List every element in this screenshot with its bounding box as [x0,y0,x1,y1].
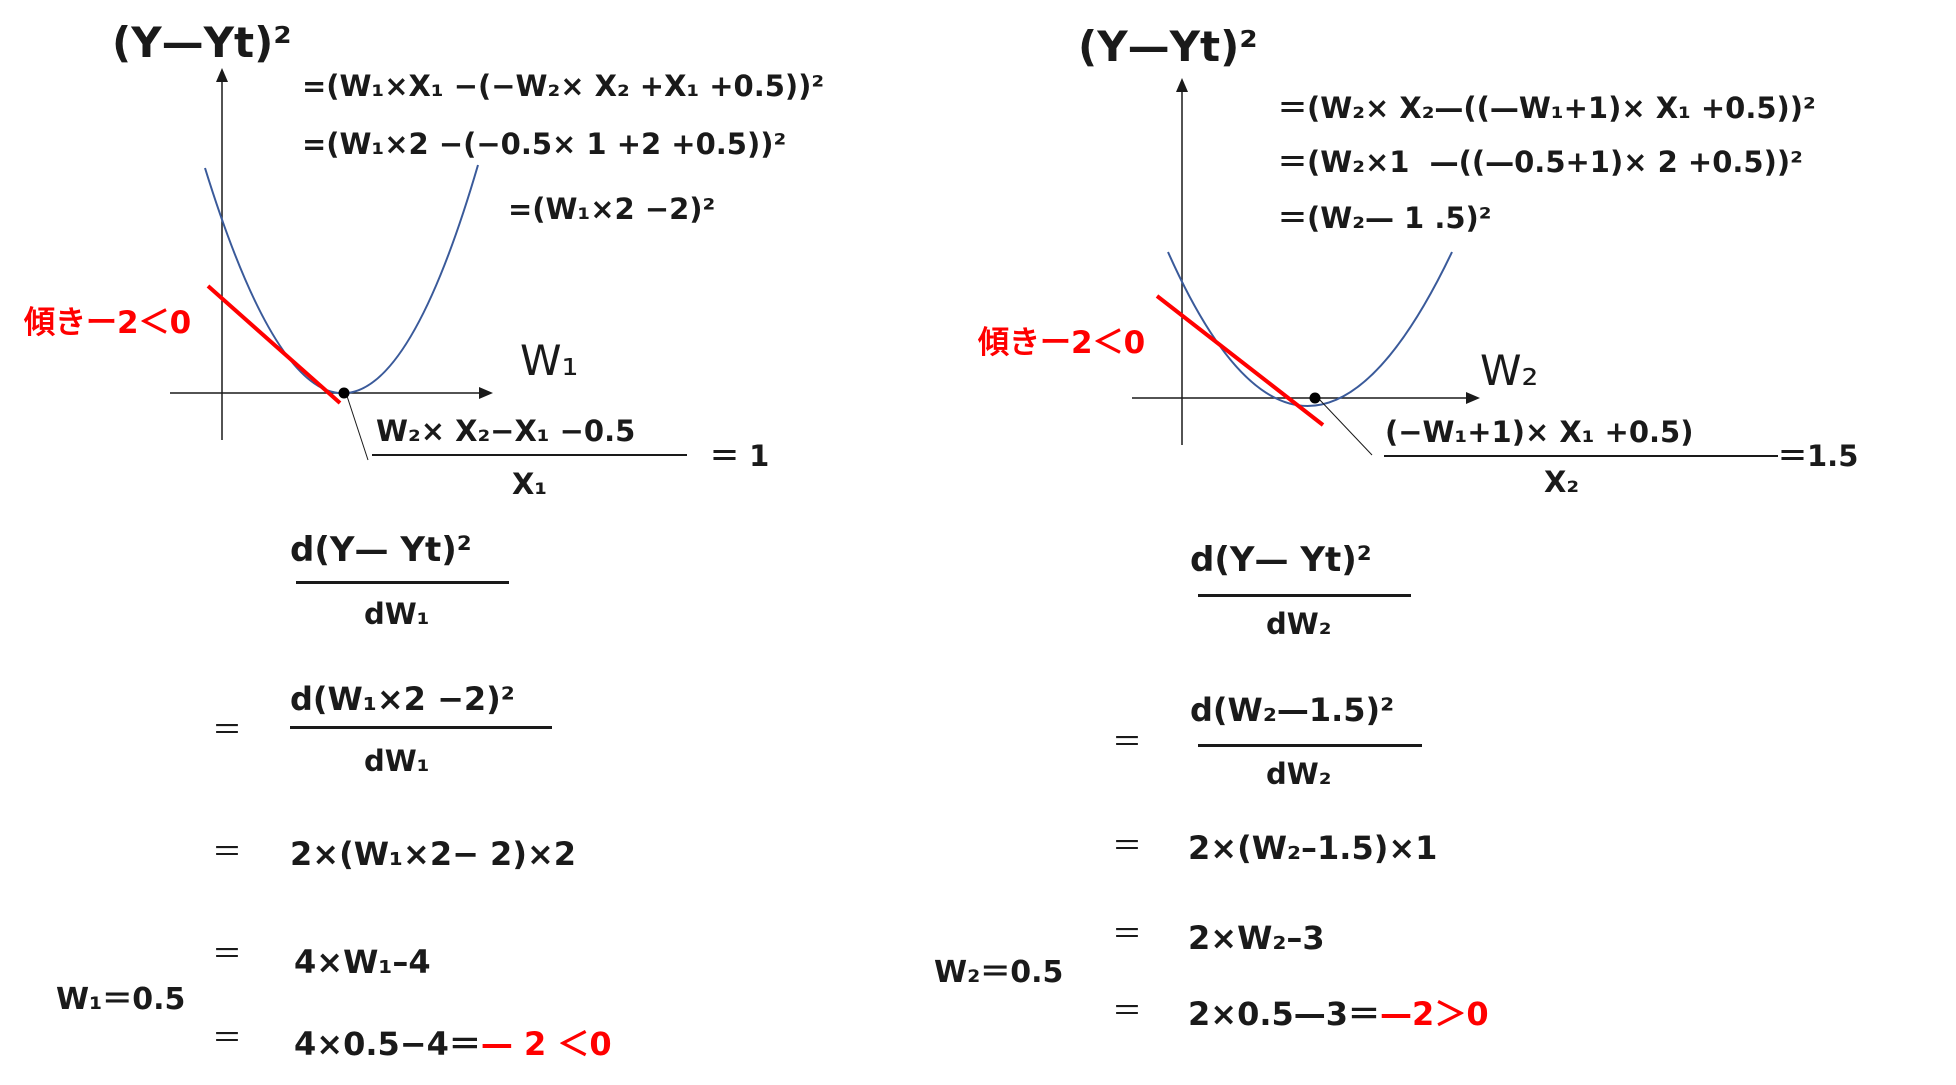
left-pointer-line [345,392,369,461]
right-step1-denominator: dW₂ [1266,757,1332,791]
left-min-fraction-bar [372,454,687,456]
right-eq-2: ＝(W₂×1 —((—0.5+1)× 2 +0.5))² [1278,145,1803,179]
right-step2: 2×(W₂–1.5)×1 [1188,829,1438,867]
left-step3-equals: ＝ [212,937,242,972]
left-step1-bar [290,726,552,729]
left-x-arrow-icon [479,387,493,399]
left-step2-equals: ＝ [212,835,242,870]
right-step1-numerator: d(W₂—1.5)² [1190,691,1395,729]
right-step4-result: —2＞0 [1380,995,1489,1033]
right-eq-3: ＝(W₂— 1 .5)² [1278,201,1492,235]
left-step2: 2×(W₁×2− 2)×2 [290,835,577,873]
right-min-fraction-bar [1384,455,1778,457]
left-derivative-bar [296,581,509,584]
left-tangent-line [206,284,342,405]
right-min-numerator: (−W₁+1)× X₁ +0.5) [1385,415,1694,449]
left-min-denominator: X₁ [512,467,548,501]
left-step4-text: 4×0.5−4＝ [294,1025,481,1063]
right-derivative-denominator: dW₂ [1266,607,1332,641]
left-y-arrow-icon [216,68,228,82]
right-derivative-bar [1198,594,1411,597]
right-min-value: ＝1.5 [1778,439,1859,473]
right-step3: 2×W₂–3 [1188,919,1325,957]
left-step3: 4×W₁–4 [294,943,431,981]
left-eq-3: =(W₁×2 −2)² [508,192,716,226]
left-step1-equals: ＝ [212,713,242,748]
left-min-numerator: W₂× X₂−X₁ −0.5 [376,414,636,448]
right-tangent-line [1155,294,1325,427]
left-title: (Y—Yt)² [112,18,292,67]
right-step2-equals: ＝ [1112,829,1142,864]
right-w-value: W₂＝0.5 [934,955,1064,990]
right-axis-label: W₂ [1480,346,1539,395]
left-eq-2: =(W₁×2 −(−0.5× 1 +2 +0.5))² [302,127,787,161]
right-step4-equals: ＝ [1112,994,1142,1029]
right-x-arrow-icon [1466,392,1480,404]
right-step1-equals: ＝ [1112,725,1142,760]
left-eq-1: =(W₁×X₁ −(−W₂× X₂ +X₁ +0.5))² [302,69,825,103]
left-axis-label: W₁ [520,336,579,385]
left-graph [170,68,493,461]
left-derivative-numerator: d(Y— Yt)² [290,530,472,570]
right-step1-bar [1198,744,1422,747]
right-step4: 2×0.5—3＝—2＞0 [1188,998,1489,1030]
left-step4: 4×0.5−4＝— 2 ＜0 [294,1028,612,1060]
left-step4-equals: ＝ [212,1021,242,1056]
left-w-value: W₁＝0.5 [56,982,186,1017]
left-step1-numerator: d(W₁×2 −2)² [290,680,515,718]
left-step4-result: — 2 ＜0 [480,1025,612,1063]
right-eq-1: ＝(W₂× X₂—((—W₁+1)× X₁ +0.5))² [1278,91,1816,125]
right-step3-equals: ＝ [1112,917,1142,952]
left-slope-label: 傾きー2＜0 [24,305,192,341]
left-min-point [338,387,350,399]
right-y-arrow-icon [1176,78,1188,92]
right-min-denominator: X₂ [1544,465,1580,499]
right-graph [1132,78,1480,456]
left-min-value: ＝ 1 [710,439,770,473]
right-title: (Y—Yt)² [1078,22,1258,71]
left-step1-denominator: dW₁ [364,744,430,778]
right-step4-text: 2×0.5—3＝ [1188,995,1381,1033]
right-derivative-numerator: d(Y— Yt)² [1190,540,1372,580]
right-slope-label: 傾きー2＜0 [978,325,1146,361]
left-derivative-denominator: dW₁ [364,597,430,631]
right-parabola [1167,251,1453,407]
right-pointer-line [1317,397,1373,456]
right-min-point [1309,392,1321,404]
